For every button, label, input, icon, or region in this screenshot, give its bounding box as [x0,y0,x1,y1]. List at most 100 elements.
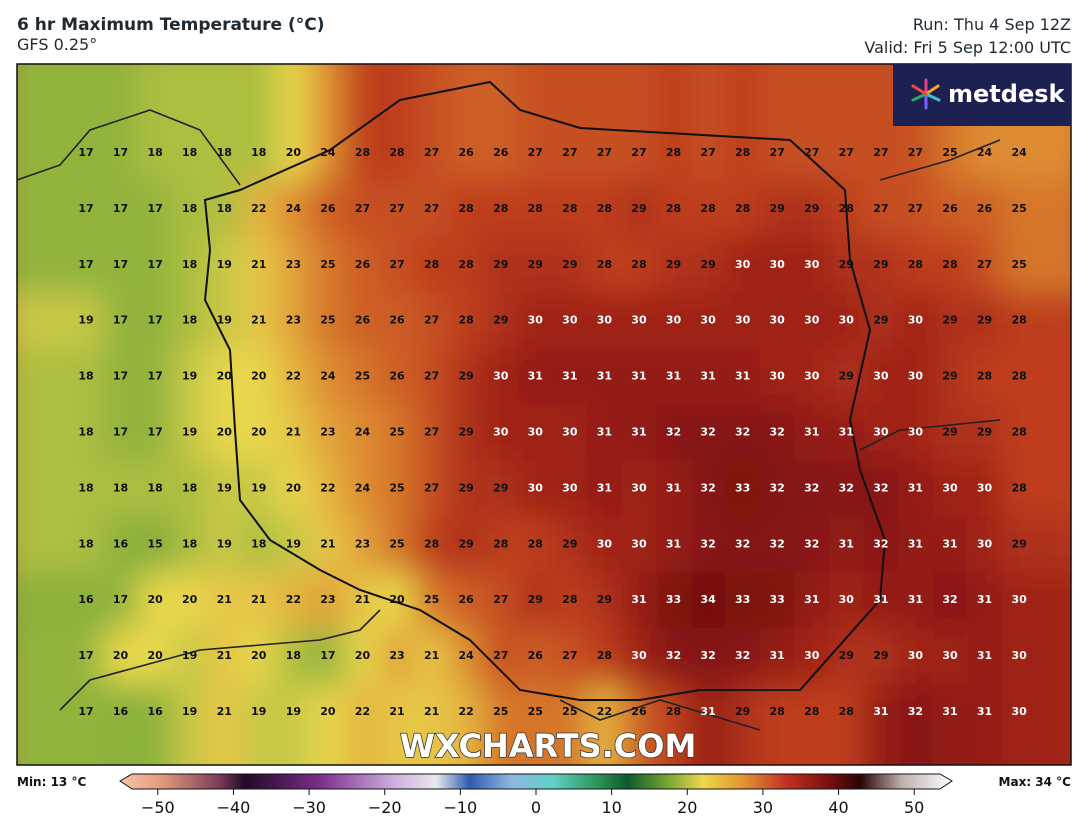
temperature-label: 27 [839,146,854,159]
temperature-label: 30 [735,314,751,327]
field-cell [172,684,208,765]
field-cell [310,684,347,765]
temperature-label: 31 [597,370,612,383]
temperature-label: 25 [1011,258,1026,271]
colorbar-tick-label: 20 [677,798,697,817]
temperature-label: 28 [424,537,439,550]
temperature-label: 27 [908,146,923,159]
temperature-label: 21 [251,593,266,606]
temperature-label: 18 [286,649,301,662]
field-cell [587,348,623,406]
field-cell [379,236,416,294]
temperature-label: 18 [78,537,93,550]
field-cell [656,180,692,238]
temperature-label: 16 [78,593,94,606]
temperature-label: 31 [873,593,888,606]
field-cell [483,236,519,294]
temperature-label: 30 [528,426,544,439]
field-cell [172,404,208,462]
field-cell [621,348,658,406]
field-cell [310,572,347,630]
temperature-label: 18 [78,481,93,494]
field-cell [898,628,934,686]
field-cell [863,180,900,238]
field-cell [725,64,761,182]
field-cell [967,684,1003,765]
field-cell [829,684,865,765]
temperature-label: 20 [251,370,267,383]
colorbar-tick-label: −40 [217,798,251,817]
field-cell [621,236,658,294]
temperature-field [17,64,1071,765]
temperature-label: 28 [459,258,474,271]
field-cell [172,236,208,294]
temperature-label: 31 [562,370,577,383]
temperature-label: 30 [977,537,993,550]
temperature-label: 22 [459,705,474,718]
field-cell [345,180,381,238]
field-cell [587,404,623,462]
field-cell [794,292,831,350]
temperature-label: 29 [735,705,750,718]
field-cell [794,460,831,518]
temperature-label: 30 [908,370,924,383]
field-cell [483,348,519,406]
temperature-label: 28 [839,202,854,215]
field-cell [379,292,416,350]
field-cell [656,516,692,574]
field-cell [483,572,519,630]
colorbar-tick-label: −50 [141,798,175,817]
temperature-label: 31 [977,593,992,606]
temperature-label: 17 [147,202,162,215]
field-cell [414,684,450,765]
temperature-label: 29 [459,426,474,439]
field-cell [725,516,761,574]
field-cell [518,460,554,518]
field-cell [725,572,761,630]
temperature-label: 21 [217,705,232,718]
field-cell [206,572,243,630]
temperature-label: 15 [147,537,162,550]
temperature-label: 22 [286,370,301,383]
temperature-label: 31 [908,481,923,494]
temperature-label: 30 [700,314,716,327]
temperature-label: 25 [355,370,370,383]
field-cell [483,64,519,182]
field-cell [621,404,658,462]
field-cell [379,516,416,574]
temperature-label: 27 [908,202,923,215]
field-cell [241,572,278,630]
field-cell [932,236,969,294]
temperature-label: 19 [78,314,93,327]
field-cell [829,236,865,294]
field-cell [518,628,554,686]
temperature-label: 17 [147,258,162,271]
border-lines [17,109,1001,731]
temperature-label: 31 [942,705,957,718]
field-cell [967,628,1003,686]
colorbar-tick-label: 10 [601,798,621,817]
temperature-label: 27 [493,593,508,606]
temperature-label: 25 [493,705,508,718]
field-cell [863,684,900,765]
field-cell [690,292,727,350]
temperature-label: 31 [839,537,854,550]
temperature-label: 28 [770,705,785,718]
temperature-label: 30 [839,593,855,606]
temperature-label: 30 [562,314,578,327]
temperature-label: 20 [320,705,336,718]
field-cell [587,64,623,182]
temperature-label: 17 [113,593,128,606]
temperature-label: 28 [908,258,923,271]
temperature-label: 32 [700,649,715,662]
field-cell [483,684,519,765]
colorbar-tick-label: −20 [368,798,402,817]
field-cell [137,64,174,182]
temperature-label: 18 [78,370,93,383]
field-cell [17,628,105,686]
field-cell [552,348,589,406]
temperature-label: 31 [839,426,854,439]
temperature-label: 27 [804,146,819,159]
field-cell [414,180,450,238]
